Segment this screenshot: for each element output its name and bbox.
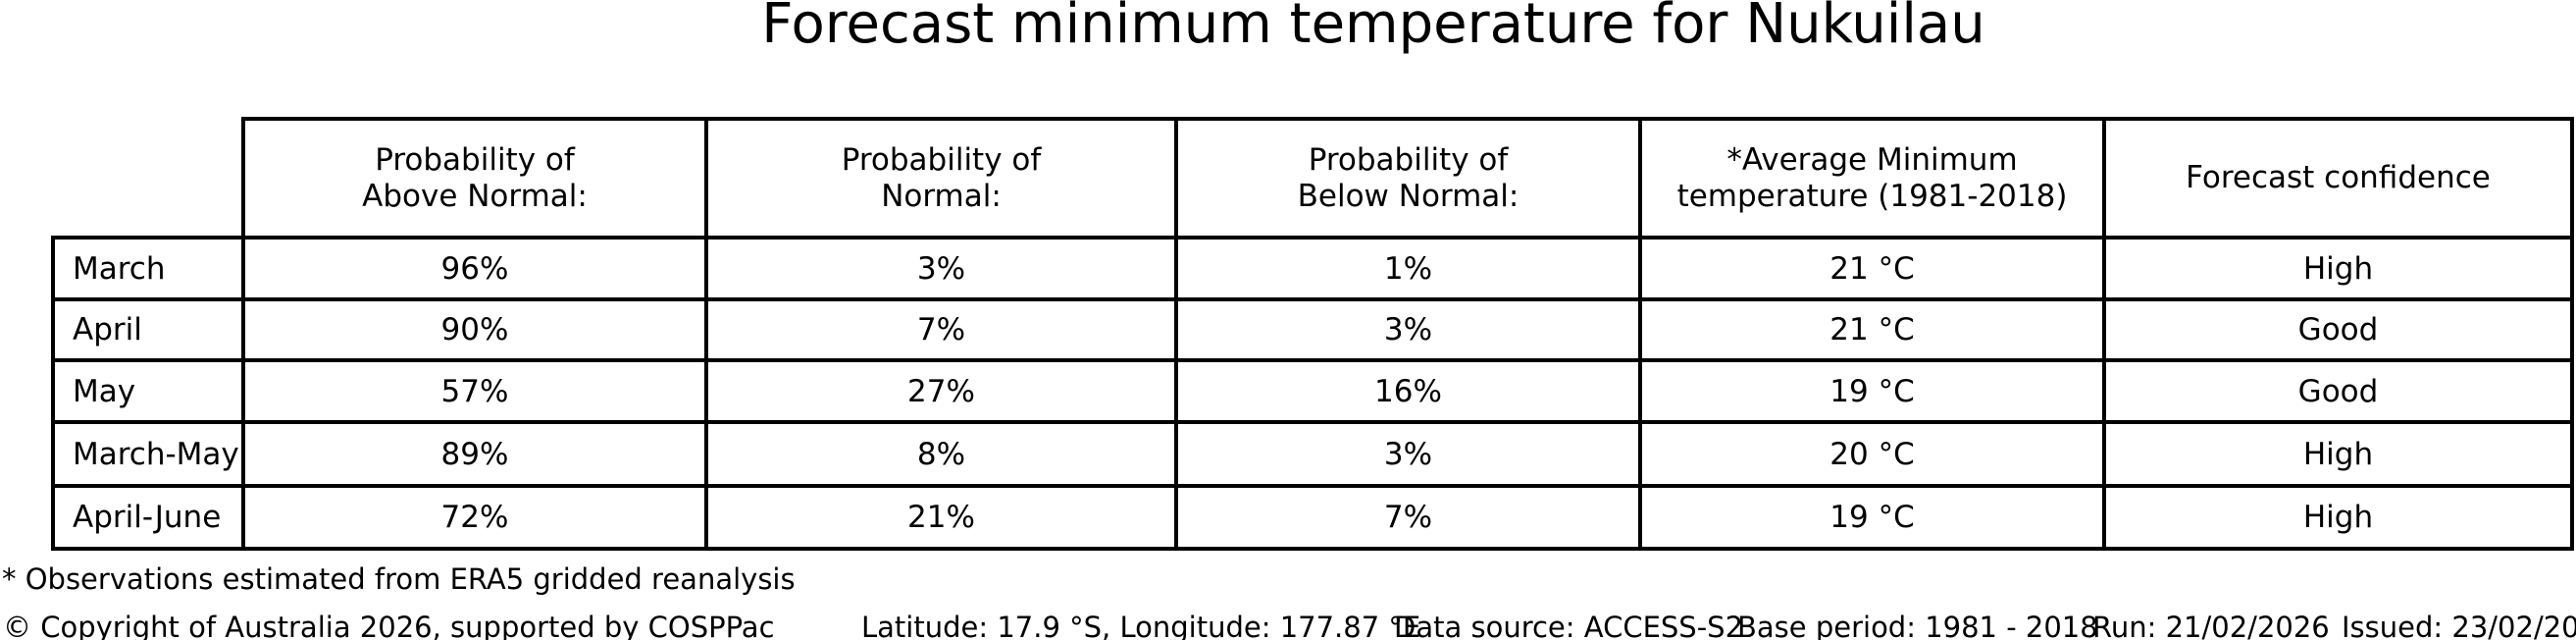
table-row: April-June 72% 21% 7% 19 °C High — [51, 484, 2574, 551]
row-label-cell: May — [51, 358, 245, 424]
col-header-below-normal: Probability of Below Normal: — [1174, 117, 1642, 240]
row-label-cell: March-May — [51, 420, 245, 488]
corner-cell — [53, 119, 243, 238]
prob-above-cell: 96% — [241, 236, 708, 301]
prob-above-cell: 90% — [241, 297, 708, 362]
prob-normal-cell: 7% — [704, 297, 1178, 362]
prob-normal-cell: 21% — [704, 484, 1178, 551]
page-title: Forecast minimum temperature for Nukuila… — [761, 0, 1985, 56]
forecast-table: Probability of Above Normal: Probability… — [51, 117, 2574, 551]
col-header-confidence: Forecast confidence — [2102, 117, 2574, 240]
avg-min-temp-cell: 19 °C — [1638, 358, 2106, 424]
confidence-cell: Good — [2102, 358, 2574, 424]
prob-below-cell: 1% — [1174, 236, 1642, 301]
avg-min-temp-cell: 19 °C — [1638, 484, 2106, 551]
prob-normal-cell: 27% — [704, 358, 1178, 424]
confidence-cell: High — [2102, 420, 2574, 488]
prob-below-cell: 3% — [1174, 297, 1642, 362]
observations-footnote: * Observations estimated from ERA5 gridd… — [2, 562, 796, 596]
confidence-cell: High — [2102, 484, 2574, 551]
avg-min-temp-cell: 20 °C — [1638, 420, 2106, 488]
avg-min-temp-cell: 21 °C — [1638, 297, 2106, 362]
row-label-cell: April — [51, 297, 245, 362]
data-source-text: Data source: ACCESS-S2 — [1394, 611, 1744, 640]
run-date-text: Run: 21/02/2026 — [2092, 611, 2330, 640]
header-row: Probability of Above Normal: Probability… — [53, 117, 2574, 240]
col-header-avg-min-temp: *Average Minimum temperature (1981-2018) — [1638, 117, 2106, 240]
lat-long-text: Latitude: 17.9 °S, Longitude: 177.87 °E — [861, 611, 1421, 640]
avg-min-temp-cell: 21 °C — [1638, 236, 2106, 301]
col-header-normal: Probability of Normal: — [704, 117, 1178, 240]
prob-below-cell: 7% — [1174, 484, 1642, 551]
base-period-text: Base period: 1981 - 2018 — [1737, 611, 2098, 640]
table-row: March 96% 3% 1% 21 °C High — [51, 236, 2574, 301]
row-label-cell: April-June — [51, 484, 245, 551]
table-row: April 90% 7% 3% 21 °C Good — [51, 297, 2574, 362]
confidence-cell: High — [2102, 236, 2574, 301]
row-label-cell: March — [51, 236, 245, 301]
issued-date-text: Issued: 23/02/2026 — [2342, 611, 2576, 640]
prob-above-cell: 89% — [241, 420, 708, 488]
copyright-text: © Copyright of Australia 2026, supported… — [3, 611, 775, 640]
prob-normal-cell: 8% — [704, 420, 1178, 488]
table-row: March-May 89% 8% 3% 20 °C High — [51, 420, 2574, 488]
prob-below-cell: 16% — [1174, 358, 1642, 424]
prob-normal-cell: 3% — [704, 236, 1178, 301]
prob-below-cell: 3% — [1174, 420, 1642, 488]
col-header-above-normal: Probability of Above Normal: — [241, 117, 708, 240]
prob-above-cell: 57% — [241, 358, 708, 424]
confidence-cell: Good — [2102, 297, 2574, 362]
table-row: May 57% 27% 16% 19 °C Good — [51, 358, 2574, 424]
prob-above-cell: 72% — [241, 484, 708, 551]
